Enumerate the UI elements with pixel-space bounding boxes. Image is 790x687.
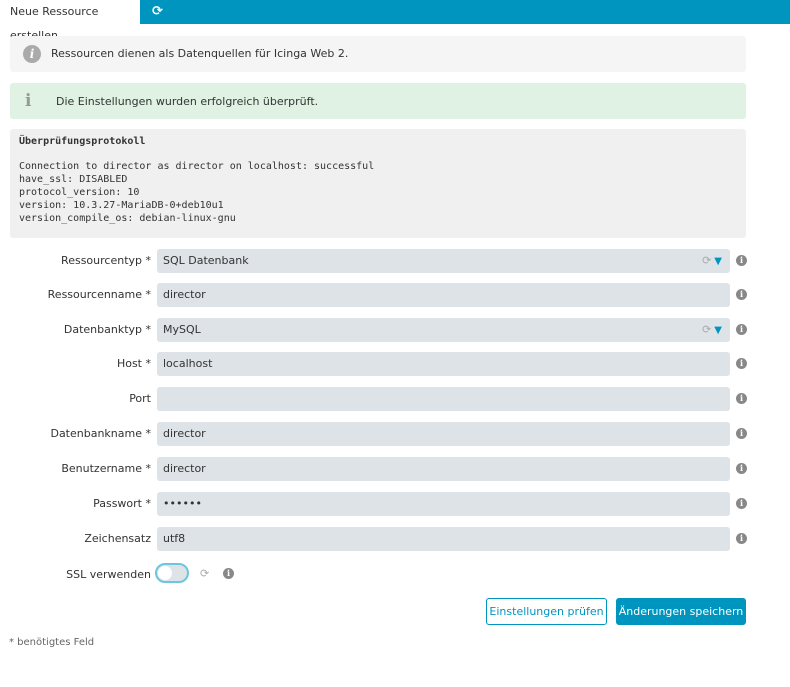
ssl-label: SSL verwenden	[66, 568, 151, 581]
form-row-port: Port i	[0, 387, 790, 411]
zeichensatz-input[interactable]: utf8	[157, 527, 730, 551]
info-icon[interactable]: i	[223, 568, 234, 579]
host-label: Host *	[116, 357, 151, 370]
datenbanktyp-select[interactable]: MySQL ⟳ ▼	[157, 318, 730, 342]
info-icon[interactable]: i	[736, 498, 747, 509]
form-row-datenbanktyp: Datenbanktyp * MySQL ⟳ ▼ i	[0, 318, 790, 342]
log-line: Connection to director as director on lo…	[19, 161, 375, 172]
ressourcenname-input[interactable]: director	[157, 283, 730, 307]
info-icon[interactable]: i	[736, 533, 747, 544]
log-line: version: 10.3.27-MariaDB-0+deb10u1	[19, 200, 224, 211]
verification-log: Überprüfungsprotokoll Connection to dire…	[10, 129, 746, 238]
info-icon: i	[23, 45, 41, 63]
ressourcenname-value: director	[163, 288, 206, 301]
port-label: Port	[129, 392, 151, 405]
port-input[interactable]	[157, 387, 730, 411]
form-row-benutzername: Benutzername * director i	[0, 457, 790, 481]
info-icon[interactable]: i	[736, 255, 747, 266]
info-icon[interactable]: i	[736, 393, 747, 404]
form-row-datenbankname: Datenbankname * director i	[0, 422, 790, 446]
log-title: Überprüfungsprotokoll	[19, 136, 146, 147]
form-row-ressourcenname: Ressourcenname * director i	[0, 283, 790, 307]
chevron-down-icon: ⟳ ▼	[702, 254, 722, 267]
log-line: version_compile_os: debian-linux-gnu	[19, 213, 236, 224]
success-text: Die Einstellungen wurden erfolgreich übe…	[56, 95, 319, 108]
info-text: Ressourcen dienen als Datenquellen für I…	[51, 47, 349, 60]
info-icon[interactable]: i	[736, 463, 747, 474]
required-note: * benötigtes Feld	[9, 637, 95, 648]
info-icon[interactable]: i	[736, 428, 747, 439]
form-row-host: Host * localhost i	[0, 352, 790, 376]
toggle-knob	[158, 566, 172, 580]
ssl-row: SSL verwenden	[0, 563, 790, 587]
chevron-down-icon: ⟳ ▼	[702, 323, 722, 336]
form-row-ressourcentyp: Ressourcentyp * SQL Datenbank ⟳ ▼ i	[0, 249, 790, 273]
datenbankname-label: Datenbankname *	[50, 427, 151, 440]
info-icon[interactable]: i	[736, 358, 747, 369]
ressourcenname-label: Ressourcenname *	[47, 288, 151, 301]
datenbankname-input[interactable]: director	[157, 422, 730, 446]
benutzername-label: Benutzername *	[61, 462, 151, 475]
benutzername-value: director	[163, 462, 206, 475]
check-settings-button[interactable]: Einstellungen prüfen	[486, 598, 607, 625]
ssl-toggle[interactable]	[155, 563, 189, 583]
success-message: i Die Einstellungen wurden erfolgreich ü…	[10, 83, 746, 119]
host-input[interactable]: localhost	[157, 352, 730, 376]
passwort-label: Passwort *	[93, 497, 151, 510]
passwort-value: ••••••	[163, 497, 202, 510]
info-message: i Ressourcen dienen als Datenquellen für…	[10, 36, 746, 72]
benutzername-input[interactable]: director	[157, 457, 730, 481]
host-value: localhost	[163, 357, 213, 370]
autorefresh-icon: ⟳	[200, 567, 210, 580]
save-changes-button[interactable]: Änderungen speichern	[616, 598, 746, 625]
passwort-input[interactable]: ••••••	[157, 492, 730, 516]
ressourcentyp-select[interactable]: SQL Datenbank ⟳ ▼	[157, 249, 730, 273]
refresh-icon[interactable]: ⟳	[152, 4, 163, 19]
tab-new-resource[interactable]: Neue Ressource erstellen	[0, 0, 140, 42]
form-row-zeichensatz: Zeichensatz utf8 i	[0, 527, 790, 551]
zeichensatz-value: utf8	[163, 532, 186, 545]
form-row-passwort: Passwort * •••••• i	[0, 492, 790, 516]
datenbankname-value: director	[163, 427, 206, 440]
ressourcentyp-label: Ressourcentyp *	[61, 254, 151, 267]
datenbanktyp-label: Datenbanktyp *	[63, 323, 151, 336]
datenbanktyp-value: MySQL	[163, 323, 201, 336]
log-line: protocol_version: 10	[19, 187, 140, 198]
info-icon[interactable]: i	[736, 289, 747, 300]
info-icon[interactable]: i	[736, 324, 747, 335]
info-icon: i	[25, 91, 32, 111]
ressourcentyp-value: SQL Datenbank	[163, 254, 249, 267]
zeichensatz-label: Zeichensatz	[84, 532, 151, 545]
log-line: have_ssl: DISABLED	[19, 174, 128, 185]
